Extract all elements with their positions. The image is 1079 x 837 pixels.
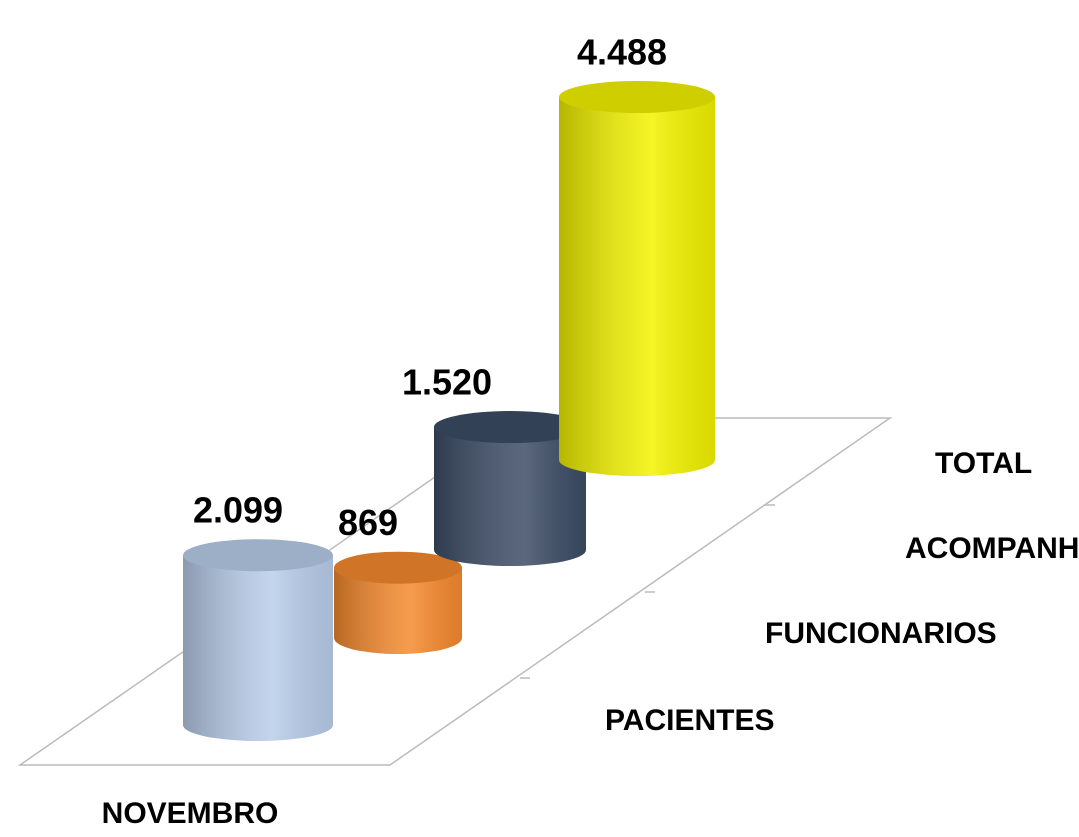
value-label: 1.520 [402, 362, 492, 403]
cylinder-shade [183, 555, 333, 741]
floor [17, 417, 893, 766]
depth-ticks [520, 504, 775, 679]
cylinder-shade [559, 97, 715, 476]
cylinder-top-shade [334, 551, 462, 584]
series-label: TOTAL [935, 447, 1032, 480]
cylinder-shade [334, 567, 462, 654]
value-label: 869 [338, 502, 398, 543]
value-label: 4.488 [577, 32, 667, 73]
cylinder-top [559, 81, 715, 113]
cylinder-top [183, 539, 333, 572]
cylinder-top-shade [559, 81, 715, 113]
cylinder-top-shade [434, 411, 586, 444]
series-label: PACIENTES [605, 704, 774, 737]
cylinder-top [434, 411, 586, 444]
cylinder-top-shade [183, 539, 333, 572]
value-label: 2.099 [193, 490, 283, 531]
series-label: ACOMPANHATES [905, 532, 1079, 565]
x-tick-label: NOVEMBRO [102, 797, 279, 830]
cylinder-shade [434, 427, 586, 566]
series-label: FUNCIONARIOS [765, 617, 997, 650]
cylinder-top [334, 551, 462, 584]
